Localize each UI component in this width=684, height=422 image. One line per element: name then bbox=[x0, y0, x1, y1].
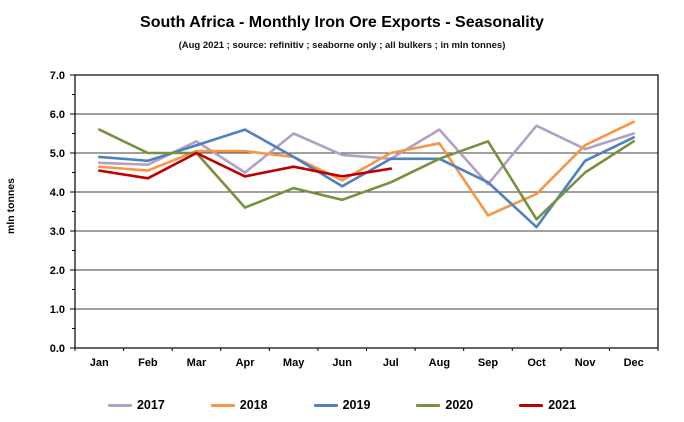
x-tick-label: Jan bbox=[90, 357, 109, 369]
x-tick-label: May bbox=[283, 357, 305, 369]
x-tick-label: Aug bbox=[429, 357, 450, 369]
legend-item-2021: 2021 bbox=[519, 398, 576, 412]
legend-label-2020: 2020 bbox=[445, 398, 474, 412]
legend-item-2018: 2018 bbox=[210, 398, 268, 412]
series-line-2018 bbox=[98, 120, 636, 217]
y-tick-label: 0.0 bbox=[50, 343, 65, 355]
x-tick-label: Oct bbox=[527, 357, 546, 369]
x-tick-label: Apr bbox=[236, 357, 256, 369]
legend-label-2021: 2021 bbox=[548, 398, 577, 412]
x-tick-label: Dec bbox=[624, 357, 644, 369]
x-tick-label: Sep bbox=[478, 357, 498, 369]
legend-swatch-2017 bbox=[107, 403, 132, 407]
plot-border bbox=[74, 74, 659, 349]
y-tick-label: 3.0 bbox=[50, 226, 65, 238]
y-tick-label: 5.0 bbox=[50, 148, 65, 160]
x-tick-label: Jun bbox=[332, 357, 352, 369]
x-tick-label: Jul bbox=[383, 357, 399, 369]
legend-item-2019: 2019 bbox=[313, 398, 371, 412]
legend-item-2020: 2020 bbox=[416, 398, 473, 412]
legend-swatch-2021 bbox=[519, 403, 544, 407]
series-line-2021 bbox=[98, 151, 393, 180]
legend-label-2019: 2019 bbox=[342, 398, 371, 412]
legend-label-2018: 2018 bbox=[239, 398, 268, 412]
x-tick-label: Mar bbox=[187, 357, 207, 369]
series-line-2017 bbox=[98, 124, 636, 186]
y-tick-label: 4.0 bbox=[50, 187, 65, 199]
legend-swatch-2019 bbox=[313, 403, 338, 407]
chart-legend: 2017 2018 2019 2020 2021 bbox=[0, 398, 684, 412]
y-tick-label: 7.0 bbox=[50, 70, 65, 82]
series-line-2020 bbox=[98, 128, 636, 221]
x-tick-label: Nov bbox=[575, 357, 597, 369]
chart-subtitle: (Aug 2021 ; source: refinitiv ; seaborne… bbox=[178, 40, 506, 51]
legend-swatch-2020 bbox=[416, 403, 441, 407]
x-tick-label: Feb bbox=[138, 357, 158, 369]
y-tick-label: 1.0 bbox=[50, 304, 65, 316]
chart-title: South Africa - Monthly Iron Ore Exports … bbox=[140, 14, 544, 31]
y-tick-label: 6.0 bbox=[50, 109, 65, 121]
legend-label-2017: 2017 bbox=[136, 398, 165, 412]
legend-item-2017: 2017 bbox=[107, 398, 165, 412]
y-tick-label: 2.0 bbox=[50, 265, 65, 277]
legend-swatch-2018 bbox=[210, 403, 235, 407]
